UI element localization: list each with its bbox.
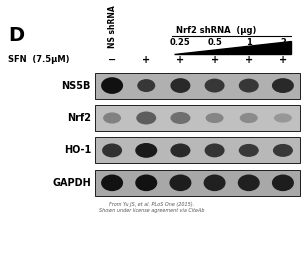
Bar	[95, 137, 300, 163]
Ellipse shape	[206, 113, 224, 123]
Ellipse shape	[205, 143, 224, 157]
Ellipse shape	[272, 175, 294, 191]
Text: +: +	[176, 55, 185, 65]
Text: HO-1: HO-1	[64, 145, 91, 155]
Ellipse shape	[135, 143, 157, 158]
Ellipse shape	[238, 175, 260, 191]
Ellipse shape	[203, 175, 226, 191]
Ellipse shape	[101, 175, 123, 191]
Ellipse shape	[170, 78, 190, 93]
Text: D: D	[8, 26, 24, 45]
Bar	[95, 170, 300, 196]
Ellipse shape	[170, 143, 190, 157]
Ellipse shape	[102, 143, 122, 157]
Ellipse shape	[103, 112, 121, 124]
Text: +: +	[279, 55, 287, 65]
Ellipse shape	[239, 144, 259, 157]
Ellipse shape	[240, 113, 258, 123]
Text: 0.25: 0.25	[170, 38, 191, 47]
Ellipse shape	[273, 144, 293, 157]
Text: +: +	[142, 55, 150, 65]
Text: Nrf2 shRNA  (μg): Nrf2 shRNA (μg)	[176, 26, 257, 35]
Ellipse shape	[239, 79, 259, 92]
Text: −: −	[108, 55, 116, 65]
Ellipse shape	[135, 175, 157, 191]
Text: From Yu JS, et al. PLoS One (2015).
Shown under license agreement via CiteAb: From Yu JS, et al. PLoS One (2015). Show…	[99, 202, 205, 213]
Polygon shape	[174, 41, 291, 54]
Text: 0.5: 0.5	[207, 38, 222, 47]
Bar	[95, 105, 300, 131]
Text: 1: 1	[246, 38, 252, 47]
Text: +: +	[245, 55, 253, 65]
Ellipse shape	[169, 175, 192, 191]
Ellipse shape	[101, 77, 123, 94]
Text: +: +	[210, 55, 219, 65]
Text: Nrf2: Nrf2	[67, 113, 91, 123]
Text: NS5B: NS5B	[62, 81, 91, 91]
Ellipse shape	[272, 78, 294, 93]
Ellipse shape	[205, 79, 224, 92]
Ellipse shape	[170, 112, 190, 124]
Ellipse shape	[136, 112, 156, 124]
Text: GAPDH: GAPDH	[52, 178, 91, 188]
Text: NS shRNA: NS shRNA	[108, 5, 117, 48]
Text: SFN  (7.5μM): SFN (7.5μM)	[8, 55, 70, 64]
Text: 2: 2	[280, 38, 286, 47]
Bar	[95, 73, 300, 99]
Ellipse shape	[137, 79, 155, 92]
Ellipse shape	[274, 113, 292, 123]
